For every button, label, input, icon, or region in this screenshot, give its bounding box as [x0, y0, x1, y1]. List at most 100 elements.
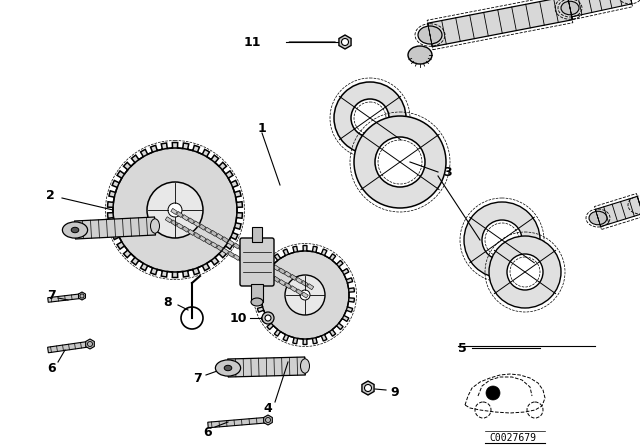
- Text: 5: 5: [458, 341, 467, 354]
- Ellipse shape: [408, 46, 432, 64]
- Polygon shape: [262, 258, 268, 265]
- Polygon shape: [250, 264, 257, 270]
- Polygon shape: [182, 226, 189, 232]
- Polygon shape: [296, 289, 303, 295]
- Polygon shape: [177, 211, 183, 218]
- Polygon shape: [211, 242, 218, 248]
- Polygon shape: [188, 218, 195, 224]
- Text: 9: 9: [390, 385, 399, 399]
- Polygon shape: [171, 220, 178, 226]
- Polygon shape: [193, 221, 200, 227]
- Text: 8: 8: [164, 296, 172, 309]
- Text: 3: 3: [444, 165, 452, 178]
- Ellipse shape: [589, 211, 607, 225]
- Polygon shape: [205, 239, 212, 245]
- Polygon shape: [279, 280, 285, 285]
- Polygon shape: [339, 35, 351, 49]
- Circle shape: [489, 236, 561, 308]
- Polygon shape: [182, 215, 189, 221]
- Polygon shape: [264, 415, 273, 425]
- Polygon shape: [48, 294, 83, 302]
- Circle shape: [354, 116, 446, 208]
- Text: 4: 4: [264, 401, 273, 414]
- Polygon shape: [245, 261, 252, 267]
- Polygon shape: [199, 236, 206, 241]
- Polygon shape: [228, 251, 234, 257]
- Polygon shape: [222, 248, 228, 254]
- Polygon shape: [108, 142, 243, 277]
- Circle shape: [375, 137, 425, 187]
- Polygon shape: [255, 246, 355, 345]
- Ellipse shape: [216, 360, 241, 376]
- Circle shape: [334, 82, 406, 154]
- Ellipse shape: [71, 227, 79, 233]
- Circle shape: [365, 384, 371, 392]
- Polygon shape: [211, 230, 217, 237]
- Ellipse shape: [301, 359, 310, 373]
- Circle shape: [464, 202, 540, 278]
- Polygon shape: [194, 233, 200, 238]
- Polygon shape: [216, 233, 223, 240]
- Polygon shape: [199, 224, 206, 230]
- Circle shape: [507, 254, 543, 290]
- Polygon shape: [268, 273, 274, 279]
- Polygon shape: [284, 271, 291, 277]
- Ellipse shape: [561, 1, 579, 15]
- Circle shape: [265, 315, 271, 321]
- FancyBboxPatch shape: [240, 238, 274, 286]
- Polygon shape: [301, 280, 308, 287]
- Text: 7: 7: [47, 289, 56, 302]
- Polygon shape: [205, 227, 211, 233]
- Polygon shape: [273, 276, 280, 282]
- Ellipse shape: [418, 26, 442, 44]
- Polygon shape: [307, 284, 314, 290]
- Polygon shape: [222, 237, 228, 243]
- Circle shape: [486, 386, 500, 400]
- Polygon shape: [244, 249, 252, 255]
- Bar: [252, 227, 262, 242]
- Circle shape: [351, 99, 389, 137]
- Text: 7: 7: [194, 371, 202, 384]
- Polygon shape: [171, 208, 177, 215]
- Polygon shape: [262, 270, 269, 276]
- Ellipse shape: [63, 222, 88, 238]
- Text: 10: 10: [229, 311, 247, 324]
- Polygon shape: [239, 246, 246, 252]
- Polygon shape: [290, 274, 297, 280]
- Polygon shape: [239, 258, 246, 263]
- Text: 11: 11: [243, 35, 260, 48]
- Polygon shape: [296, 277, 302, 284]
- Circle shape: [482, 220, 522, 260]
- Polygon shape: [301, 292, 308, 298]
- Text: 6: 6: [48, 362, 56, 375]
- Text: C0027679: C0027679: [490, 433, 536, 443]
- Polygon shape: [86, 339, 94, 349]
- Polygon shape: [188, 229, 195, 235]
- Polygon shape: [285, 283, 291, 289]
- Polygon shape: [362, 381, 374, 395]
- Polygon shape: [228, 357, 305, 377]
- Polygon shape: [233, 243, 240, 249]
- Polygon shape: [250, 252, 257, 258]
- Circle shape: [262, 312, 274, 324]
- Polygon shape: [79, 292, 86, 300]
- Polygon shape: [273, 265, 280, 271]
- Polygon shape: [47, 341, 90, 353]
- Polygon shape: [291, 286, 297, 292]
- Polygon shape: [568, 0, 632, 17]
- Ellipse shape: [251, 298, 263, 306]
- Circle shape: [168, 203, 182, 217]
- Circle shape: [147, 182, 203, 238]
- Text: 1: 1: [258, 121, 266, 134]
- Polygon shape: [216, 245, 223, 251]
- Circle shape: [285, 275, 325, 315]
- Ellipse shape: [224, 365, 232, 370]
- Polygon shape: [268, 262, 274, 268]
- Polygon shape: [234, 254, 240, 260]
- Polygon shape: [74, 217, 156, 239]
- Text: 2: 2: [45, 189, 54, 202]
- Polygon shape: [428, 0, 572, 47]
- Polygon shape: [256, 267, 263, 273]
- Ellipse shape: [150, 219, 159, 233]
- Polygon shape: [177, 223, 183, 229]
